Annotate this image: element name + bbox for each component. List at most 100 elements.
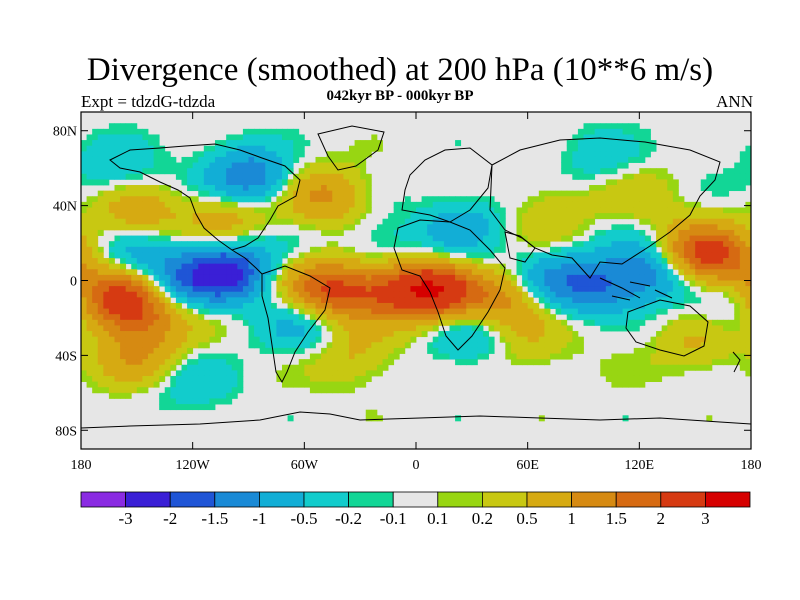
field-cell — [226, 359, 233, 366]
field-cell — [745, 297, 751, 304]
field-cell — [360, 252, 367, 259]
field-cell — [600, 207, 607, 214]
field-cell — [343, 246, 350, 253]
field-cell — [198, 213, 205, 220]
field-cell — [617, 128, 623, 135]
field-cell — [399, 325, 406, 332]
field-cell — [706, 224, 713, 231]
field-cell — [220, 364, 227, 371]
field-cell — [667, 347, 674, 354]
field-cell — [745, 179, 751, 186]
field-cell — [108, 134, 115, 141]
field-cell — [86, 134, 93, 141]
field-cell — [321, 353, 328, 360]
field-cell — [483, 213, 489, 220]
field-cell — [120, 392, 127, 399]
field-cell — [187, 342, 194, 349]
field-cell — [226, 387, 233, 394]
field-cell — [471, 297, 478, 304]
field-cell — [661, 258, 668, 265]
field-cell — [108, 364, 115, 371]
field-cell — [555, 263, 562, 270]
field-cell — [611, 375, 618, 382]
field-cell — [248, 336, 255, 343]
field-cell — [404, 196, 411, 203]
field-cell — [125, 190, 132, 197]
field-cell — [605, 213, 612, 220]
field-cell — [589, 274, 596, 281]
field-cell — [187, 297, 194, 304]
field-cell — [187, 331, 194, 338]
field-cell — [298, 297, 305, 304]
colorbar-label: 0.1 — [427, 509, 448, 528]
field-cell — [365, 347, 372, 354]
field-cell — [349, 280, 355, 287]
field-cell — [661, 241, 668, 248]
field-cell — [114, 235, 121, 242]
field-cell — [326, 302, 333, 309]
field-cell — [700, 269, 707, 276]
field-cell — [471, 291, 478, 298]
field-cell — [589, 185, 596, 192]
field-cell — [594, 314, 601, 321]
field-cell — [717, 342, 724, 349]
field-cell — [734, 173, 741, 180]
field-cell — [672, 185, 679, 192]
field-cell — [242, 196, 249, 203]
field-cell — [259, 241, 266, 248]
field-cell — [293, 241, 300, 248]
field-cell — [159, 359, 166, 366]
field-cell — [192, 325, 199, 332]
field-cell — [471, 359, 478, 366]
field-cell — [594, 207, 601, 214]
field-cell — [293, 258, 300, 265]
field-cell — [270, 269, 277, 276]
field-cell — [120, 286, 127, 293]
field-cell — [443, 235, 450, 242]
field-cell — [684, 213, 690, 220]
field-cell — [566, 347, 573, 354]
field-cell — [639, 359, 646, 366]
field-cell — [600, 246, 607, 253]
field-cell — [259, 168, 266, 175]
field-cell — [650, 246, 657, 253]
field-cell — [354, 319, 361, 326]
field-cell — [86, 196, 93, 203]
field-cell — [203, 162, 210, 169]
field-cell — [471, 274, 478, 281]
field-cell — [259, 145, 266, 152]
field-cell — [309, 342, 316, 349]
field-cell — [644, 375, 651, 382]
field-cell — [332, 269, 339, 276]
field-cell — [365, 409, 372, 416]
field-cell — [555, 213, 562, 220]
field-cell — [164, 263, 171, 270]
field-cell — [103, 370, 110, 377]
field-cell — [527, 314, 534, 321]
field-cell — [209, 331, 216, 338]
field-cell — [661, 370, 668, 377]
field-cell — [248, 280, 255, 287]
field-cell — [148, 185, 154, 192]
field-cell — [148, 263, 154, 270]
field-cell — [103, 280, 110, 287]
lon-tick-label: 180 — [741, 458, 762, 473]
field-cell — [538, 196, 545, 203]
field-cell — [667, 179, 674, 186]
field-cell — [583, 207, 590, 214]
field-cell — [522, 213, 529, 220]
field-cell — [376, 263, 383, 270]
field-cell — [108, 263, 115, 270]
field-cell — [326, 179, 333, 186]
field-cell — [159, 224, 166, 231]
field-cell — [745, 291, 751, 298]
field-cell — [522, 297, 529, 304]
field-cell — [483, 291, 489, 298]
field-cell — [628, 246, 635, 253]
field-cell — [282, 331, 288, 338]
field-cell — [276, 218, 283, 225]
field-cell — [159, 213, 166, 220]
field-cell — [270, 140, 277, 147]
field-cell — [483, 342, 489, 349]
field-cell — [231, 151, 238, 158]
